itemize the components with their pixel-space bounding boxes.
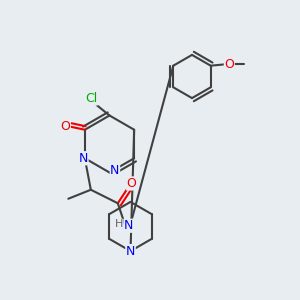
Text: O: O [224,58,234,71]
Text: N: N [79,152,88,165]
Text: O: O [60,120,70,133]
Text: N: N [110,164,120,178]
Text: N: N [126,244,135,258]
Text: N: N [124,219,134,232]
Text: O: O [127,177,136,190]
Text: H: H [115,219,123,229]
Text: Cl: Cl [85,92,98,105]
